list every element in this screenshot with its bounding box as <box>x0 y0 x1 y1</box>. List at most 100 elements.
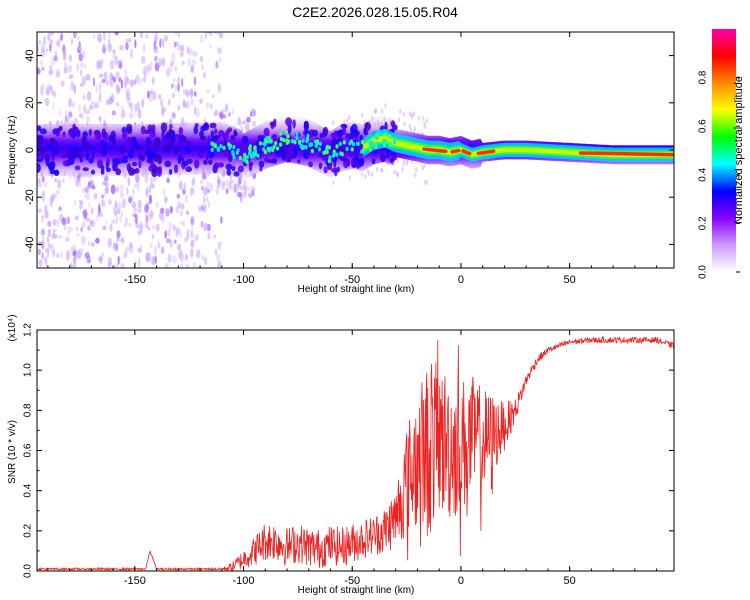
band-spot <box>279 136 283 142</box>
noise-dot <box>180 45 185 52</box>
noise-dot <box>92 33 96 39</box>
noise-dot <box>65 115 68 123</box>
snr-plot-area <box>37 335 674 571</box>
noise-dot <box>114 200 118 209</box>
band-spot <box>235 150 239 155</box>
noise-dot <box>81 222 86 228</box>
noise-dot <box>137 109 142 119</box>
noise-dot <box>119 193 125 198</box>
noise-dot <box>58 206 62 211</box>
noise-dot <box>149 89 154 95</box>
band-blob <box>321 155 327 161</box>
band-spot <box>325 144 329 150</box>
noise-dot <box>48 85 53 92</box>
noise-dot <box>37 177 41 185</box>
band-blob <box>231 165 236 172</box>
noise-dot <box>67 64 73 73</box>
noise-dot <box>125 88 131 96</box>
noise-dot <box>181 60 185 65</box>
noise-dot <box>228 112 231 117</box>
band-blob <box>271 134 277 139</box>
band-blob <box>334 167 338 177</box>
noise-dot <box>108 38 111 49</box>
band-spot <box>286 139 290 144</box>
noise-dot <box>170 61 174 67</box>
band-blob <box>185 166 193 173</box>
noise-dot <box>76 226 79 232</box>
noise-dot <box>142 76 147 83</box>
noise-dot <box>56 218 59 228</box>
noise-dot <box>184 194 188 203</box>
band-blob <box>392 123 396 131</box>
noise-dot <box>90 100 96 110</box>
noise-dot <box>251 109 257 117</box>
noise-dot <box>126 187 129 195</box>
noise-dot <box>207 32 210 35</box>
noise-dot <box>192 262 197 268</box>
band-blob <box>63 143 68 148</box>
band-spot <box>392 139 397 144</box>
band-blob <box>292 119 296 129</box>
band-spot <box>232 144 236 150</box>
noise-dot <box>161 57 166 67</box>
band-blob <box>85 152 90 161</box>
noise-dot <box>182 220 185 229</box>
noise-dot <box>136 224 140 229</box>
band-blob <box>154 136 161 147</box>
noise-dot <box>165 238 171 244</box>
snr-y-multiplier: (x10⁴) <box>7 314 18 341</box>
band-blob <box>154 154 158 159</box>
noise-dot <box>162 188 166 197</box>
noise-dot <box>207 200 210 209</box>
noise-dot <box>149 61 153 71</box>
noise-dot <box>415 167 418 173</box>
band-blob <box>68 128 75 138</box>
noise-dot <box>50 39 53 44</box>
noise-dot <box>229 178 234 184</box>
band-blob <box>112 162 116 172</box>
x-tick-label: -150 <box>124 575 146 587</box>
band-spot <box>388 134 392 139</box>
noise-dot <box>172 224 177 230</box>
band-blob <box>62 131 66 138</box>
band-blob <box>308 161 313 168</box>
band-spot <box>227 142 231 147</box>
noise-dot <box>80 62 84 68</box>
band-blob <box>157 155 163 165</box>
noise-dot <box>191 225 194 231</box>
noise-dot <box>52 101 55 112</box>
noise-dot <box>40 48 46 58</box>
noise-dot <box>225 178 230 188</box>
x-tick-label: 50 <box>564 575 576 587</box>
noise-dot <box>38 208 42 214</box>
noise-dot <box>91 207 94 215</box>
noise-dot <box>194 106 197 115</box>
band-blob <box>169 140 175 147</box>
noise-dot <box>191 178 195 187</box>
band-spot <box>276 146 280 151</box>
noise-dot <box>137 230 140 236</box>
noise-dot <box>40 87 44 96</box>
band-blob <box>390 152 396 157</box>
band-spot <box>345 146 349 152</box>
noise-dot <box>171 52 176 63</box>
noise-dot <box>93 193 98 200</box>
noise-dot <box>190 216 195 226</box>
noise-dot <box>58 235 62 239</box>
noise-dot <box>157 244 161 249</box>
band-blob <box>248 161 253 172</box>
noise-dot <box>100 252 105 258</box>
noise-dot <box>73 199 77 206</box>
band-blob <box>108 135 115 142</box>
noise-dot <box>110 93 115 104</box>
noise-dot <box>206 196 209 202</box>
noise-dot <box>172 255 177 264</box>
noise-dot <box>180 202 185 210</box>
noise-dot <box>121 109 126 119</box>
noise-dot <box>102 225 107 231</box>
noise-dot <box>360 171 364 177</box>
noise-dot <box>96 214 99 222</box>
noise-dot <box>217 260 222 267</box>
noise-dot <box>37 248 41 256</box>
spectrogram-panel: -150 -100 -50 0 50 -40 -20 0 20 40 Height of stra… <box>7 31 675 295</box>
